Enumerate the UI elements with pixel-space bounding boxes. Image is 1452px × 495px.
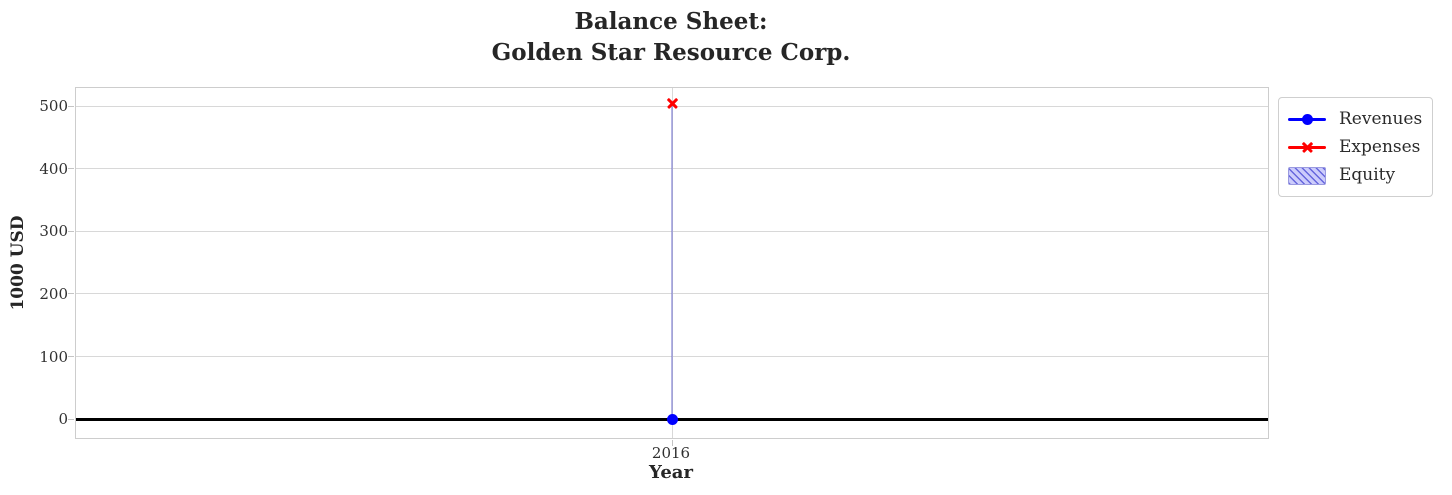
x-tick-label: 2016 — [651, 444, 691, 462]
legend-line-circle-icon — [1288, 110, 1326, 128]
y-tick-label: 100 — [39, 347, 68, 366]
equity-area — [671, 103, 673, 420]
legend: Revenues Expenses Equity — [1278, 97, 1434, 197]
legend-label: Equity — [1339, 165, 1396, 185]
legend-line-x-icon — [1288, 138, 1326, 156]
y-tick-label: 400 — [39, 159, 68, 178]
legend-item-expenses: Expenses — [1288, 133, 1422, 161]
legend-item-equity: Equity — [1288, 161, 1422, 189]
legend-hatch-patch-icon — [1288, 166, 1326, 185]
legend-label: Revenues — [1339, 109, 1423, 129]
x-axis-label: Year — [649, 462, 693, 483]
y-tick-label: 0 — [58, 410, 68, 429]
y-tick-label: 300 — [39, 222, 68, 241]
y-axis-label: 1000 USD — [8, 215, 28, 311]
chart-title-line1: Balance Sheet: — [574, 8, 768, 35]
x-tick-mark — [671, 440, 673, 446]
y-tick-mark — [68, 168, 74, 170]
y-tick-mark — [68, 293, 74, 295]
y-tick-label: 500 — [39, 97, 68, 116]
chart-title: Balance Sheet: Golden Star Resource Corp… — [75, 6, 1267, 68]
y-tick-mark — [68, 356, 74, 358]
legend-item-revenues: Revenues — [1288, 105, 1422, 133]
y-tick-mark — [68, 105, 74, 107]
expenses-marker — [666, 97, 679, 110]
y-tick-mark — [68, 230, 74, 232]
legend-label: Expenses — [1339, 137, 1421, 157]
revenues-marker — [666, 413, 678, 425]
y-tick-label: 200 — [39, 284, 68, 303]
plot-area: 0 100 200 300 400 500 — [39, 87, 1269, 446]
y-tick-mark — [68, 418, 74, 420]
chart-title-line2: Golden Star Resource Corp. — [491, 39, 851, 66]
